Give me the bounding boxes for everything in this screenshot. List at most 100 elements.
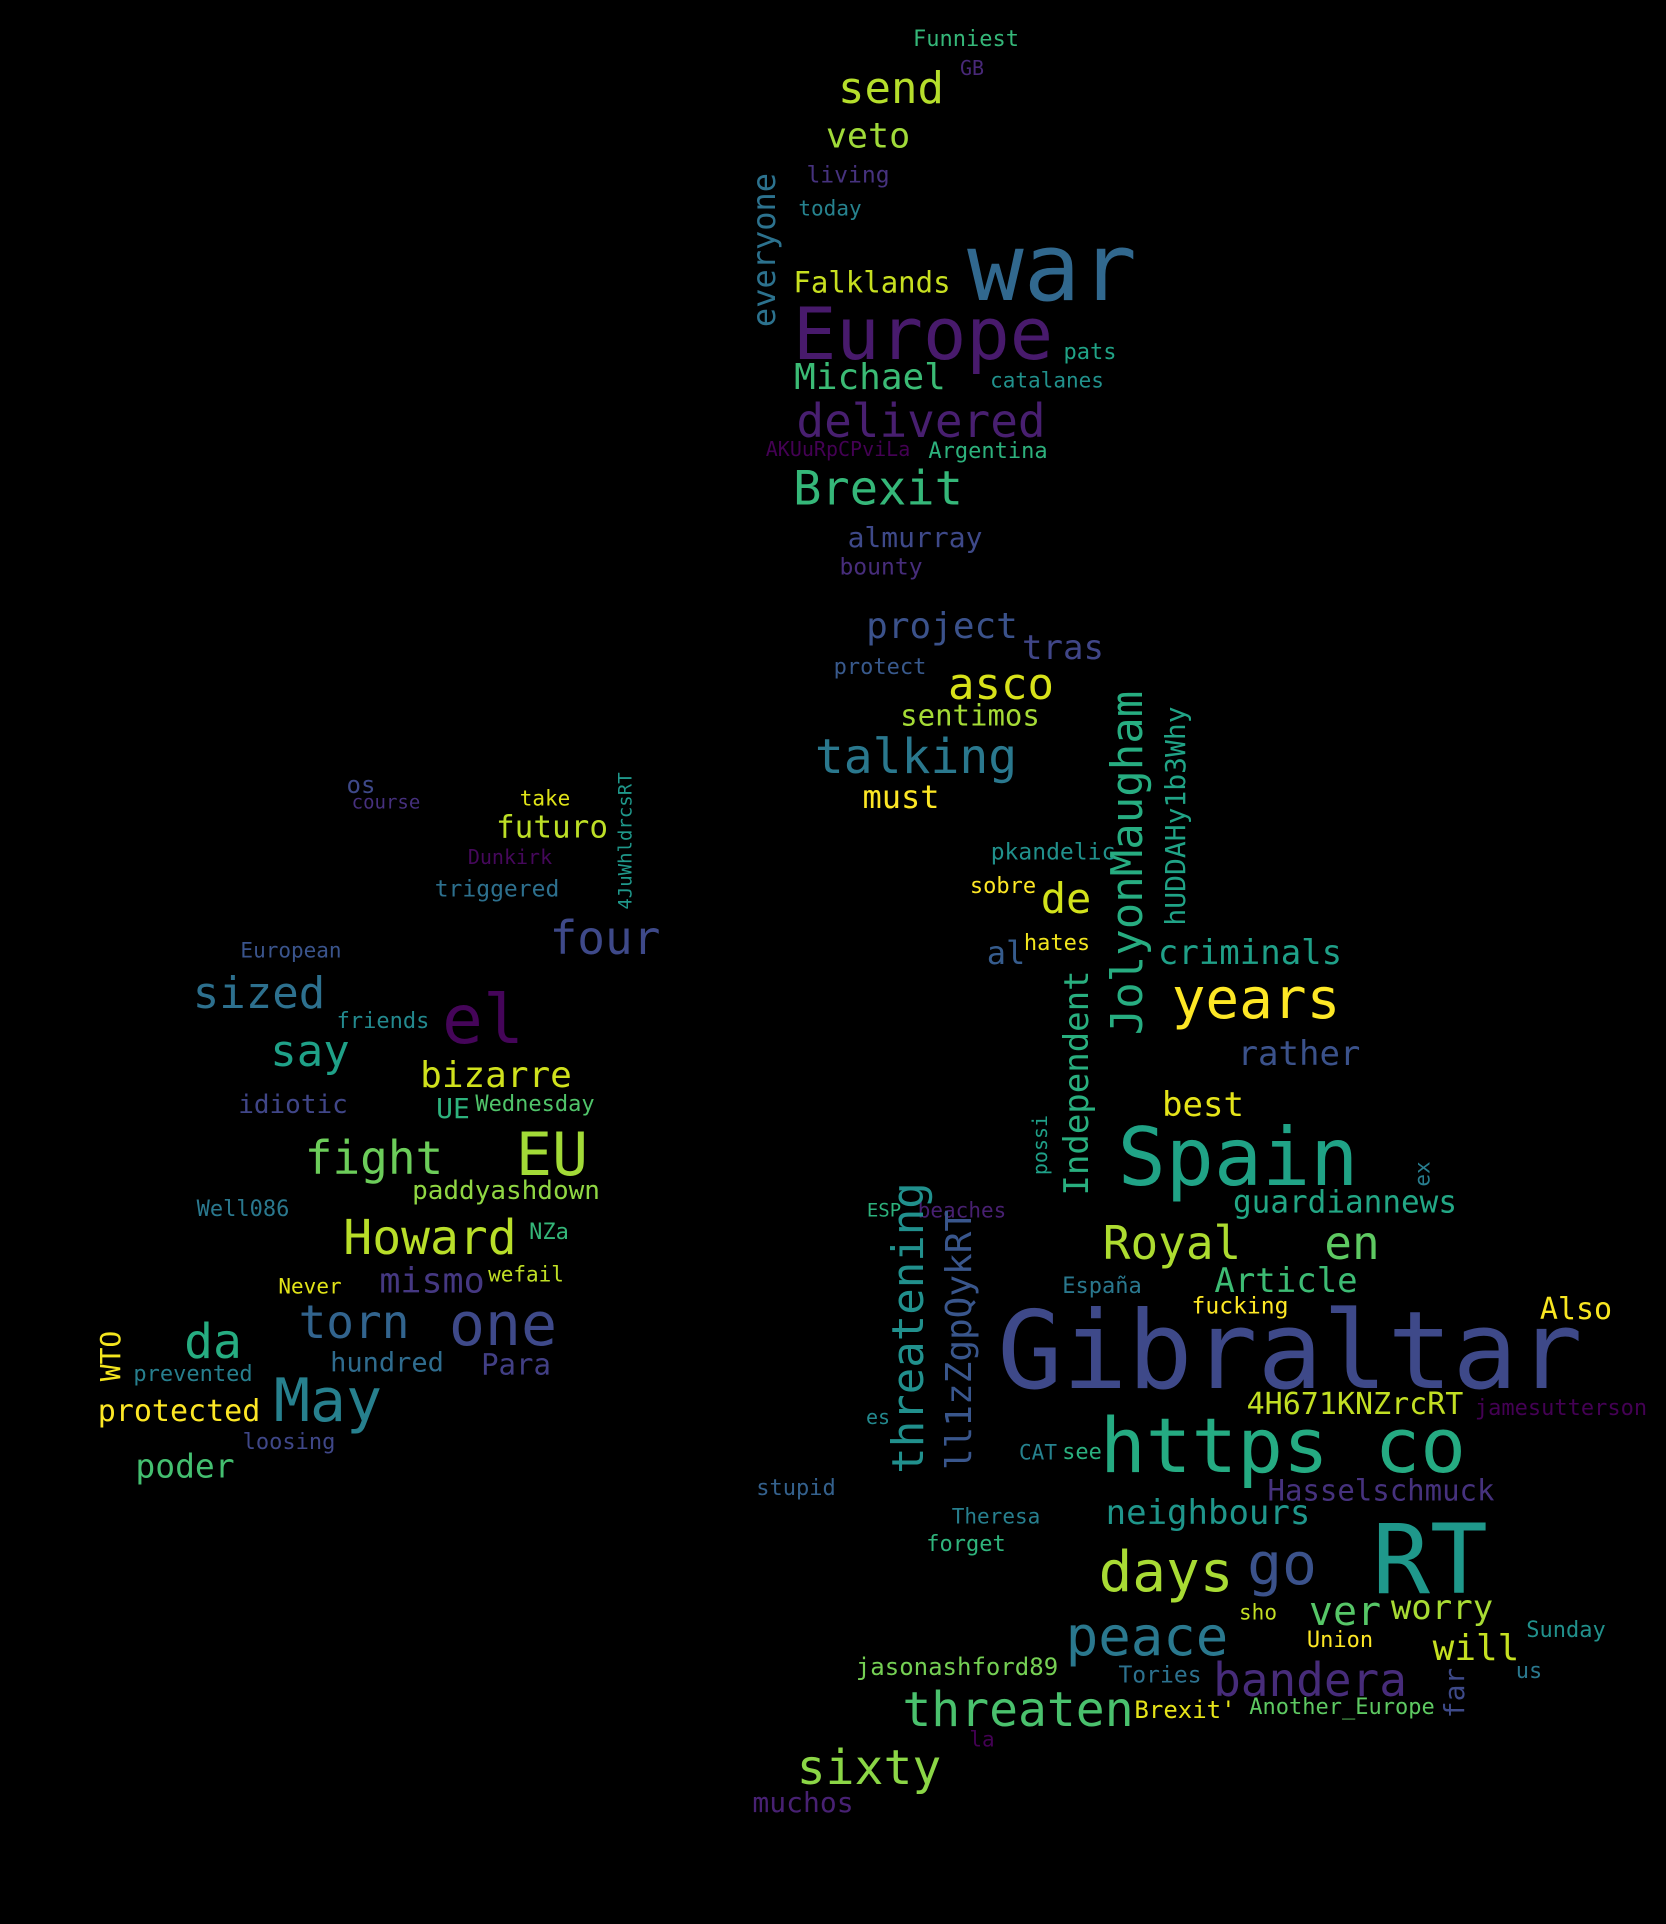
word-en: en bbox=[1324, 1216, 1380, 1270]
word-mismo: mismo bbox=[379, 1261, 485, 1302]
word-bounty: bounty bbox=[839, 554, 923, 581]
word-es: es bbox=[865, 1405, 891, 1429]
word-talking: talking bbox=[814, 729, 1018, 785]
word-ll1zzgpqykrt: ll1zZgpQykRT bbox=[939, 1209, 980, 1471]
word-torn: torn bbox=[298, 1295, 410, 1349]
word-never: Never bbox=[278, 1274, 342, 1299]
word-esp: ESP bbox=[866, 1199, 902, 1222]
word-bizarre: bizarre bbox=[420, 1055, 572, 1096]
word-dunkirk: Dunkirk bbox=[467, 845, 553, 869]
word-article: Article bbox=[1214, 1261, 1358, 1301]
word-4juwhldrcsrt: 4JuWhldrcsRT bbox=[614, 772, 637, 910]
word-os: os bbox=[346, 771, 376, 799]
word-hasselschmuck: Hasselschmuck bbox=[1267, 1473, 1495, 1508]
word-tras: tras bbox=[1022, 628, 1104, 668]
word-hates: hates bbox=[1023, 931, 1091, 956]
word-forget: forget bbox=[926, 1532, 1006, 1557]
word-ex: ex bbox=[1410, 1161, 1435, 1187]
word-take: take bbox=[519, 786, 571, 811]
word-catalanes: catalanes bbox=[990, 368, 1104, 393]
word-will: will bbox=[1432, 1628, 1520, 1669]
word-la: la bbox=[969, 1727, 995, 1752]
word-go: go bbox=[1247, 1530, 1317, 1598]
word-send: send bbox=[838, 63, 944, 114]
word-sobre: sobre bbox=[969, 874, 1037, 899]
word-well086: Well086 bbox=[196, 1197, 290, 1222]
word-pkandelic: pkandelic bbox=[990, 839, 1116, 866]
word-wednesday: Wednesday bbox=[475, 1092, 595, 1117]
word-rather: rather bbox=[1237, 1034, 1361, 1074]
word-4h671knzrcrt: 4H671KNZrcRT bbox=[1246, 1387, 1464, 1422]
word-peace: peace bbox=[1065, 1605, 1229, 1668]
word-paddyashdown: paddyashdown bbox=[412, 1176, 600, 1206]
word-bandera: bandera bbox=[1213, 1653, 1407, 1707]
word-eu: EU bbox=[515, 1120, 589, 1190]
word-veto: veto bbox=[825, 116, 911, 157]
word-sho: sho bbox=[1239, 1600, 1277, 1625]
word-huddahy1b3why: hUDDAHy1b3Why bbox=[1159, 706, 1192, 926]
word-michael: Michael bbox=[794, 357, 946, 398]
word-spain: Spain bbox=[1117, 1111, 1359, 1204]
word-gibraltar: Gibraltar bbox=[997, 1289, 1583, 1414]
word-europe: Europe bbox=[792, 292, 1054, 376]
word-must: must bbox=[862, 778, 940, 816]
word-days: days bbox=[1098, 1540, 1234, 1605]
word-tories: Tories bbox=[1118, 1662, 1202, 1689]
word-protected: protected bbox=[97, 1394, 261, 1429]
word-el: el bbox=[442, 981, 524, 1060]
word-prevented: prevented bbox=[133, 1362, 253, 1387]
word-futuro: futuro bbox=[496, 809, 608, 846]
word-falklands: Falklands bbox=[793, 265, 951, 300]
word-see: see bbox=[1062, 1440, 1102, 1465]
word-rt: RT bbox=[1372, 1504, 1488, 1616]
word-da: da bbox=[184, 1314, 242, 1370]
word-project: project bbox=[866, 606, 1018, 647]
word-theresa: Theresa bbox=[951, 1504, 1041, 1529]
word-protect: protect bbox=[833, 655, 927, 680]
word-best: best bbox=[1162, 1085, 1244, 1125]
word-ver: ver bbox=[1308, 1589, 1382, 1635]
word-european: European bbox=[240, 938, 342, 963]
word-sentimos: sentimos bbox=[900, 698, 1040, 733]
word-https-co: https co bbox=[1099, 1401, 1467, 1490]
word-al: al bbox=[986, 934, 1026, 972]
word-friends: friends bbox=[336, 1009, 430, 1034]
word-one: one bbox=[448, 1290, 558, 1360]
word-union: Union bbox=[1306, 1628, 1374, 1653]
word-fight: fight bbox=[304, 1131, 444, 1185]
word-another-europe: Another_Europe bbox=[1249, 1695, 1435, 1720]
word-war: war bbox=[967, 214, 1137, 323]
word-also: Also bbox=[1539, 1292, 1613, 1327]
word-guardiannews: guardiannews bbox=[1233, 1184, 1457, 1221]
word-akuurpcpvila: AKUuRpCPviLa bbox=[765, 437, 911, 461]
word-wto: WTO bbox=[94, 1330, 127, 1382]
word-espana: España bbox=[1062, 1274, 1142, 1299]
word-delivered: delivered bbox=[796, 394, 1046, 448]
word-sunday: Sunday bbox=[1526, 1618, 1606, 1643]
word-asco: asco bbox=[948, 659, 1054, 710]
word-today: today bbox=[798, 196, 862, 221]
word-sixty: sixty bbox=[796, 1740, 942, 1796]
word-poder: poder bbox=[135, 1446, 235, 1486]
word-gb: GB bbox=[959, 56, 985, 80]
word-us: us bbox=[1515, 1659, 1543, 1684]
word-funniest: Funniest bbox=[913, 27, 1019, 52]
word-say: say bbox=[270, 1026, 350, 1077]
word-criminals: criminals bbox=[1157, 933, 1343, 973]
word-four: four bbox=[549, 911, 661, 965]
word-everyone: everyone bbox=[745, 172, 783, 328]
word-triggered: triggered bbox=[434, 876, 560, 903]
word-howard: Howard bbox=[343, 1210, 517, 1266]
word-brexit-apos: Brexit' bbox=[1134, 1696, 1236, 1724]
word-independent: Independent bbox=[1057, 970, 1097, 1196]
word-sized: sized bbox=[192, 968, 326, 1019]
word-beaches: beaches bbox=[917, 1198, 1007, 1223]
word-living: living bbox=[806, 162, 890, 189]
word-de: de bbox=[1040, 874, 1092, 923]
word-para: Para bbox=[481, 1347, 551, 1382]
word-worry: worry bbox=[1390, 1588, 1494, 1628]
word-possi: possi bbox=[1028, 1114, 1052, 1176]
word-fucking: fucking bbox=[1191, 1293, 1289, 1320]
word-idiotic: idiotic bbox=[238, 1090, 348, 1120]
word-cat: CAT bbox=[1019, 1440, 1057, 1465]
